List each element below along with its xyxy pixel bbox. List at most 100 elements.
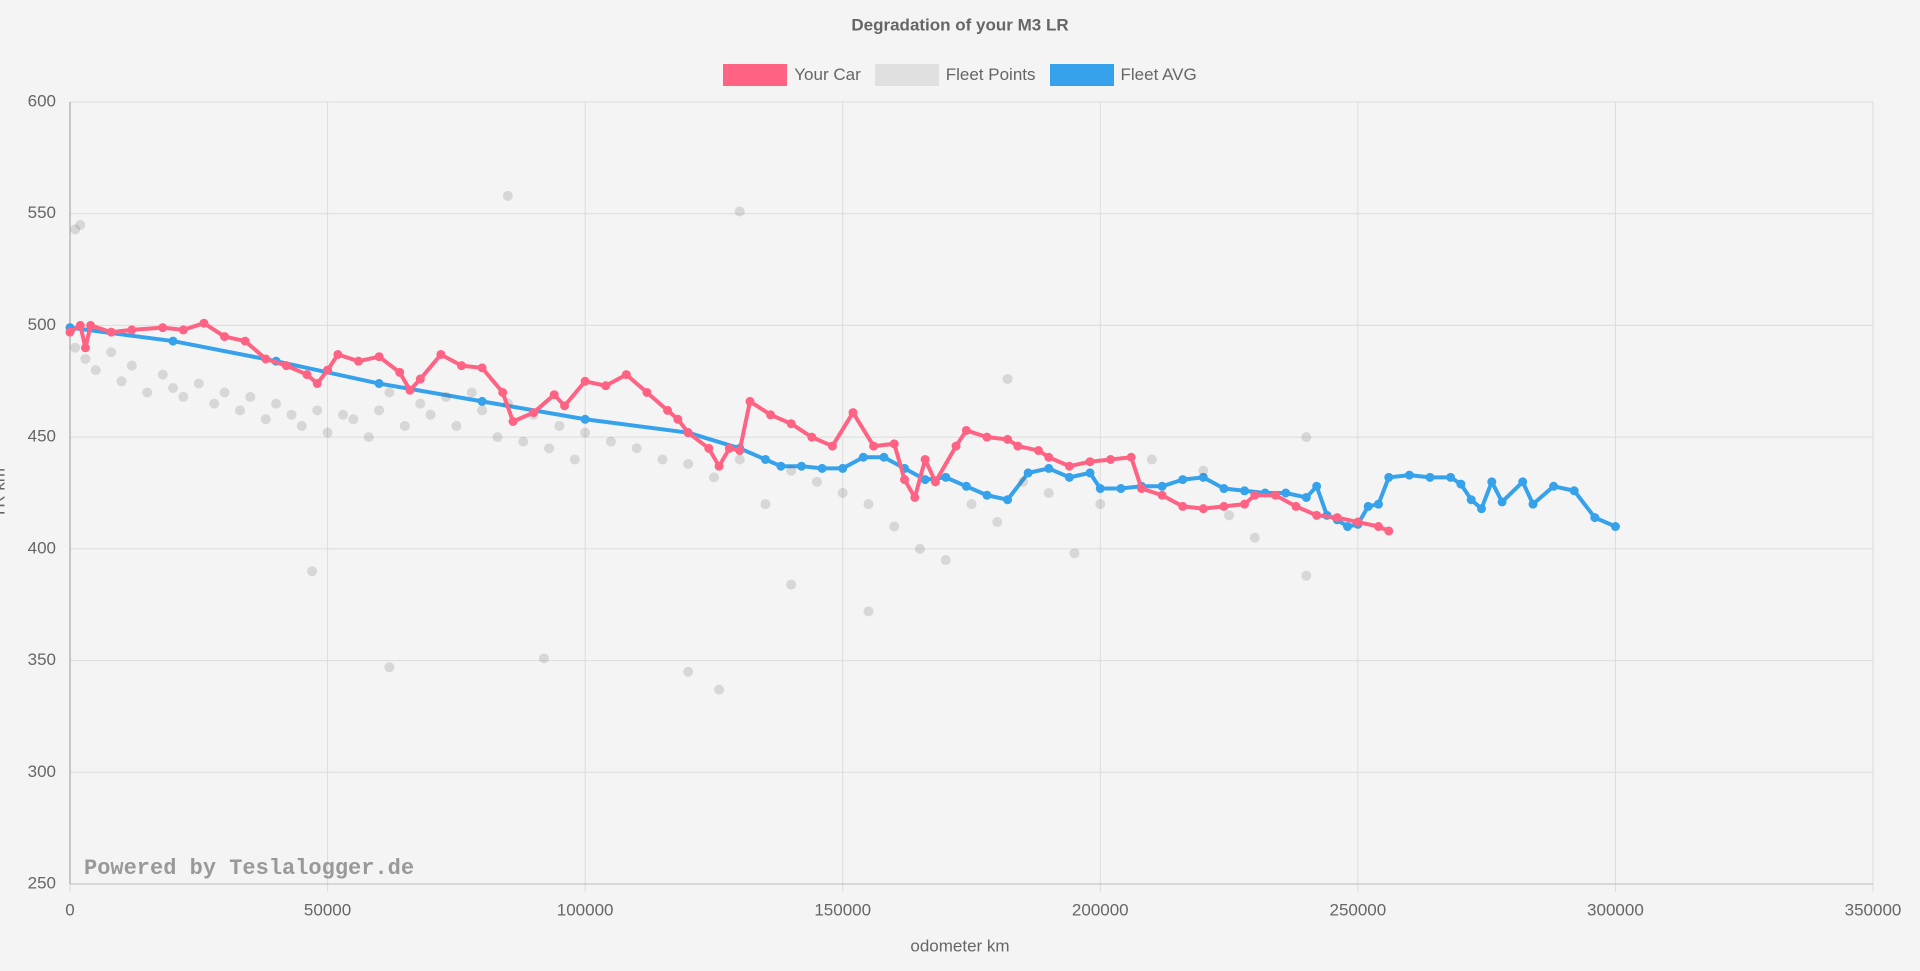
fleet-point (569, 454, 580, 465)
series-point (900, 475, 910, 485)
series-point (1363, 501, 1373, 511)
series-point (910, 492, 920, 502)
series-point (86, 320, 96, 330)
series-point (1497, 497, 1507, 507)
fleet-point (837, 488, 848, 498)
fleet-point (786, 579, 797, 590)
fleet-point (940, 555, 951, 566)
series-point (508, 417, 518, 427)
series-point (65, 327, 75, 337)
fleet-point (399, 420, 410, 431)
fleet-point (1043, 488, 1054, 498)
fleet-point (1146, 454, 1157, 465)
fleet-point (384, 662, 395, 673)
fleet-point (70, 224, 81, 235)
legend-item[interactable]: Fleet AVG (1049, 64, 1197, 86)
fleet-point (90, 365, 101, 376)
legend-swatch (723, 64, 788, 86)
series-point (106, 327, 116, 337)
series-point (1528, 499, 1538, 509)
fleet-point (363, 432, 374, 443)
fleet-point (451, 420, 462, 431)
plot-area: 250 300 350 400 450 500 550 600 0 50000 100000 1500… (28, 91, 1902, 919)
fleet-point (554, 420, 565, 431)
legend-item[interactable]: Your Car (723, 64, 861, 86)
fleet-point (714, 684, 725, 695)
fleet-point (492, 432, 503, 443)
series-point (1116, 484, 1126, 494)
legend: Your Car Fleet Points Fleet AVG (0, 64, 1920, 86)
series-point (1456, 479, 1466, 489)
fleet-point (271, 398, 282, 409)
series-point (580, 414, 590, 424)
fleet-point (1198, 465, 1209, 476)
fleet-point (863, 499, 874, 510)
series-point (1466, 495, 1476, 505)
fleet-point (441, 391, 452, 402)
series-point (673, 414, 683, 424)
fleet-point (157, 369, 168, 380)
fleet-point (786, 465, 797, 476)
series-point (1404, 470, 1414, 480)
fleet-point (142, 387, 153, 398)
fleet-point (734, 454, 745, 465)
series-point (1373, 499, 1383, 509)
series-point (642, 387, 652, 397)
series-point (735, 446, 745, 456)
series-point (817, 463, 827, 473)
legend-label: Your Car (794, 65, 861, 84)
fleet-point (193, 378, 204, 389)
series-point (1126, 452, 1136, 462)
y-tick-label: 250 (28, 873, 56, 892)
series-point (1518, 477, 1528, 487)
series-point (405, 385, 415, 395)
x-axis-label: odometer km (910, 936, 1009, 955)
fleet-point (425, 409, 436, 420)
legend-item[interactable]: Fleet Points (874, 64, 1036, 86)
fleet-point (863, 606, 874, 617)
fleet-point (415, 398, 426, 409)
fleet-point (338, 409, 349, 420)
series-point (1549, 481, 1559, 491)
series-point (477, 363, 487, 373)
x-tick-label: 50000 (304, 900, 351, 919)
series-point (1178, 501, 1188, 511)
series-point (1569, 486, 1579, 496)
series-point (1013, 441, 1023, 451)
series-point (1312, 510, 1322, 520)
fleet-point (312, 405, 323, 416)
series-point (1003, 434, 1013, 444)
fleet-point (1018, 476, 1029, 487)
legend-label: Fleet AVG (1120, 65, 1197, 84)
fleet-point (1301, 432, 1312, 443)
series-point (75, 320, 85, 330)
fleet-point (219, 387, 230, 398)
series-point (1240, 486, 1250, 496)
fleet-point (348, 414, 359, 425)
series-point (807, 432, 817, 442)
fleet-point (116, 376, 127, 387)
fleet-point (1249, 532, 1260, 543)
series-point (395, 367, 405, 377)
y-tick-label: 600 (28, 91, 56, 110)
series-point (1332, 513, 1342, 523)
series-point (374, 352, 384, 362)
series-point (261, 354, 271, 364)
series-point (498, 387, 508, 397)
series-point (1064, 472, 1074, 482)
series-point (1198, 504, 1208, 514)
series-point (1476, 504, 1486, 514)
legend-swatch (1049, 64, 1114, 86)
series-point (457, 361, 467, 371)
fleet-point (683, 458, 694, 469)
fleet-point (502, 190, 513, 201)
series-point (930, 477, 940, 487)
series-point (1384, 472, 1394, 482)
series-point (436, 349, 446, 359)
y-axis-label: TR km (0, 468, 8, 518)
fleet-point (760, 499, 771, 510)
series-point (704, 443, 714, 453)
series-point (302, 370, 312, 380)
x-tick-label: 350000 (1845, 900, 1902, 919)
